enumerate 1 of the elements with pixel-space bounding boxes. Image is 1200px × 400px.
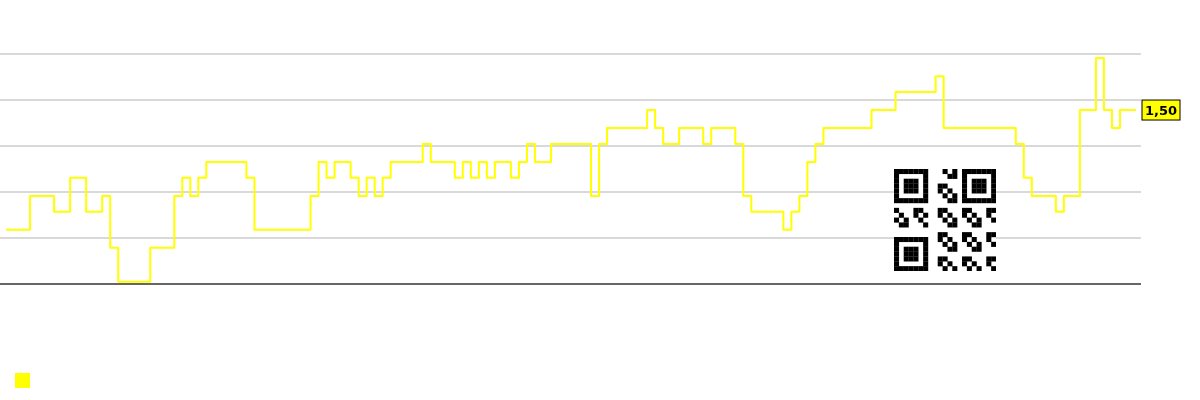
text: 1,50: [1144, 103, 1178, 119]
